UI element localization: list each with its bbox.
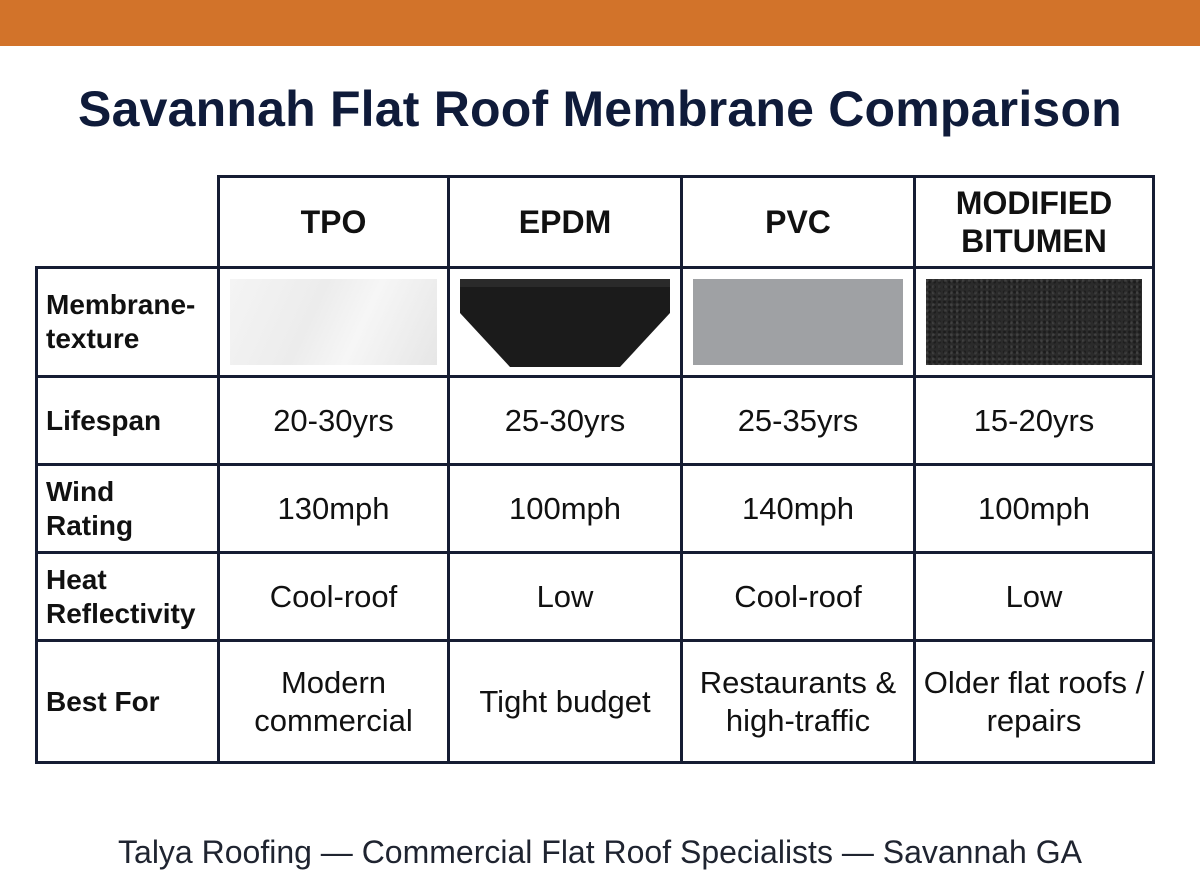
lifespan-modified-bitumen: 15-20yrs <box>913 375 1155 466</box>
best-for-epdm: Tight budget <box>447 639 683 764</box>
row-label-wind-rating: Wind Rating <box>35 463 220 554</box>
modified-bitumen-texture-swatch <box>926 279 1142 365</box>
wind-rating-tpo: 130mph <box>217 463 450 554</box>
lifespan-epdm: 25-30yrs <box>447 375 683 466</box>
texture-cell-tpo <box>217 266 450 378</box>
best-for-tpo: Modern commercial <box>217 639 450 764</box>
lifespan-tpo: 20-30yrs <box>217 375 450 466</box>
heat-reflectivity-tpo: Cool-roof <box>217 551 450 642</box>
texture-cell-epdm <box>447 266 683 378</box>
top-accent-band <box>0 0 1200 46</box>
heat-reflectivity-modified-bitumen: Low <box>913 551 1155 642</box>
best-for-pvc: Restaurants & high-traffic <box>680 639 916 764</box>
wind-rating-pvc: 140mph <box>680 463 916 554</box>
texture-cell-modified-bitumen <box>913 266 1155 378</box>
heat-reflectivity-pvc: Cool-roof <box>680 551 916 642</box>
pvc-texture-swatch <box>693 279 903 365</box>
lifespan-pvc: 25-35yrs <box>680 375 916 466</box>
row-label-best-for: Best For <box>35 639 220 764</box>
row-label-heat-reflectivity: Heat Reflectivity <box>35 551 220 642</box>
column-header-modified-bitumen: MODIFIED BITUMEN <box>913 175 1155 269</box>
texture-cell-pvc <box>680 266 916 378</box>
heat-reflectivity-epdm: Low <box>447 551 683 642</box>
column-header-epdm: EPDM <box>447 175 683 269</box>
epdm-texture-swatch <box>460 279 670 367</box>
page-title: Savannah Flat Roof Membrane Comparison <box>78 81 1122 137</box>
wind-rating-epdm: 100mph <box>447 463 683 554</box>
column-header-pvc: PVC <box>680 175 916 269</box>
wind-rating-modified-bitumen: 100mph <box>913 463 1155 554</box>
tpo-texture-swatch <box>230 279 437 365</box>
row-label-membrane-texture: Membrane-texture <box>35 266 220 378</box>
column-header-tpo: TPO <box>217 175 450 269</box>
best-for-modified-bitumen: Older flat roofs / repairs <box>913 639 1155 764</box>
footer-company-line: Talya Roofing — Commercial Flat Roof Spe… <box>118 834 1082 870</box>
row-label-lifespan: Lifespan <box>35 375 220 466</box>
